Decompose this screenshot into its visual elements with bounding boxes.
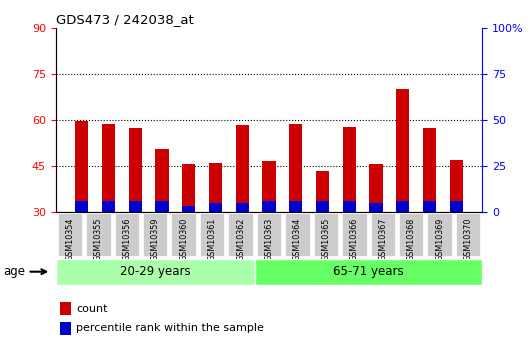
FancyBboxPatch shape — [314, 213, 338, 256]
FancyBboxPatch shape — [427, 213, 452, 256]
Bar — [129, 201, 142, 212]
Bar — [289, 201, 303, 212]
Text: 65-71 years: 65-71 years — [333, 265, 404, 278]
Text: GSM10370: GSM10370 — [464, 218, 473, 261]
FancyBboxPatch shape — [58, 213, 82, 256]
Bar — [449, 201, 463, 212]
Text: age: age — [3, 265, 46, 278]
Bar — [209, 203, 222, 212]
Text: count: count — [76, 304, 108, 314]
Text: GSM10362: GSM10362 — [236, 218, 245, 261]
Bar — [342, 201, 356, 212]
Text: GSM10356: GSM10356 — [122, 218, 131, 261]
Bar — [60, 302, 70, 315]
Bar — [262, 201, 276, 212]
Bar — [102, 124, 115, 212]
FancyBboxPatch shape — [143, 213, 167, 256]
Text: GSM10369: GSM10369 — [435, 218, 444, 261]
Bar — [423, 128, 436, 212]
Bar — [235, 125, 249, 212]
Text: GSM10368: GSM10368 — [407, 218, 416, 261]
Text: GSM10364: GSM10364 — [293, 218, 302, 261]
Bar — [209, 163, 222, 212]
FancyBboxPatch shape — [370, 213, 395, 256]
Bar — [155, 149, 169, 212]
Bar — [255, 259, 482, 285]
Bar — [129, 128, 142, 212]
Text: GSM10361: GSM10361 — [208, 218, 217, 261]
Text: GSM10363: GSM10363 — [264, 218, 273, 261]
Bar — [155, 201, 169, 212]
Text: GSM10354: GSM10354 — [65, 218, 74, 261]
Bar — [423, 201, 436, 212]
Text: GDS473 / 242038_at: GDS473 / 242038_at — [56, 13, 193, 27]
Bar — [102, 201, 115, 212]
FancyBboxPatch shape — [399, 213, 423, 256]
FancyBboxPatch shape — [456, 213, 480, 256]
Bar — [75, 121, 89, 212]
FancyBboxPatch shape — [257, 213, 281, 256]
Bar — [75, 201, 89, 212]
Bar — [182, 165, 196, 212]
Bar — [342, 127, 356, 212]
Bar — [182, 206, 196, 212]
FancyBboxPatch shape — [171, 213, 196, 256]
Text: GSM10359: GSM10359 — [151, 218, 160, 261]
Bar — [316, 171, 329, 212]
FancyBboxPatch shape — [228, 213, 253, 256]
FancyBboxPatch shape — [86, 213, 111, 256]
Bar — [235, 203, 249, 212]
Bar — [369, 203, 383, 212]
Text: GSM10367: GSM10367 — [378, 218, 387, 261]
Bar — [316, 201, 329, 212]
FancyBboxPatch shape — [114, 213, 139, 256]
Text: GSM10366: GSM10366 — [350, 218, 359, 261]
Bar — [396, 201, 409, 212]
Bar — [262, 161, 276, 212]
Bar — [289, 124, 303, 212]
Bar — [369, 165, 383, 212]
Bar — [60, 322, 70, 335]
FancyBboxPatch shape — [200, 213, 224, 256]
Bar — [56, 259, 255, 285]
Text: GSM10365: GSM10365 — [321, 218, 330, 261]
Text: GSM10355: GSM10355 — [94, 218, 103, 261]
Bar — [396, 89, 409, 212]
Bar — [449, 160, 463, 212]
FancyBboxPatch shape — [285, 213, 310, 256]
Text: GSM10360: GSM10360 — [179, 218, 188, 261]
Text: 20-29 years: 20-29 years — [120, 265, 190, 278]
Text: percentile rank within the sample: percentile rank within the sample — [76, 323, 264, 333]
FancyBboxPatch shape — [342, 213, 367, 256]
